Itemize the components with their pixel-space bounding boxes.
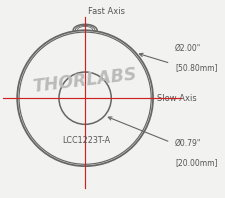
Text: [20.00mm]: [20.00mm] [174, 158, 217, 167]
Text: LCC1223T-A: LCC1223T-A [62, 136, 110, 145]
Text: [50.80mm]: [50.80mm] [174, 63, 217, 72]
Text: Fast Axis: Fast Axis [88, 7, 124, 16]
Text: THORLABS: THORLABS [31, 65, 137, 96]
Text: Ø2.00": Ø2.00" [174, 44, 200, 53]
Text: Slow Axis: Slow Axis [156, 94, 196, 103]
Text: Ø0.79": Ø0.79" [174, 139, 200, 148]
